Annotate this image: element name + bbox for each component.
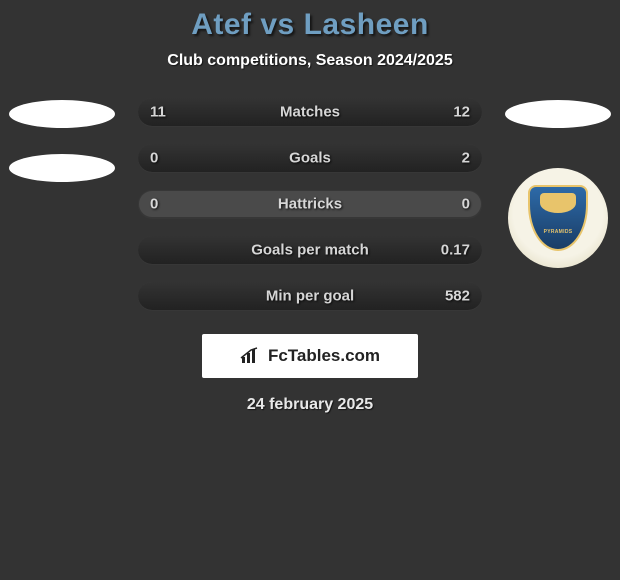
team-right-logo: PYRAMIDS	[508, 168, 608, 268]
page-root: Atef vs Lasheen Club competitions, Seaso…	[0, 0, 620, 580]
stat-value-left: 0	[150, 150, 158, 167]
team-left-placeholder-1	[9, 100, 115, 128]
stat-label: Goals	[289, 150, 331, 167]
page-subtitle: Club competitions, Season 2024/2025	[167, 52, 452, 70]
stat-value-right: 0.17	[441, 242, 470, 259]
stat-value-right: 12	[453, 104, 470, 121]
stat-row: 582 Min per goal	[138, 282, 482, 310]
stat-label: Goals per match	[251, 242, 369, 259]
stat-value-left: 0	[150, 196, 158, 213]
stat-row: 0 0 Hattricks	[138, 190, 482, 218]
site-label: FcTables.com	[268, 346, 380, 366]
compare-area: 11 12 Matches 0 2 Goals 0 0 Hattricks 0.17 Goals p…	[0, 98, 620, 310]
stat-row: 0.17 Goals per match	[138, 236, 482, 264]
stat-value-right: 2	[462, 150, 470, 167]
stat-value-right: 582	[445, 288, 470, 305]
bar-chart-icon	[240, 347, 262, 365]
stats-column: 11 12 Matches 0 2 Goals 0 0 Hattricks 0.17 Goals p…	[138, 98, 482, 310]
stat-row: 0 2 Goals	[138, 144, 482, 172]
stat-row: 11 12 Matches	[138, 98, 482, 126]
stat-label: Min per goal	[266, 288, 354, 305]
stat-label: Hattricks	[278, 196, 342, 213]
pyramids-shield-icon: PYRAMIDS	[528, 185, 588, 251]
site-badge[interactable]: FcTables.com	[202, 334, 418, 378]
stat-value-left: 11	[150, 104, 166, 121]
team-right-placeholder-1	[505, 100, 611, 128]
page-title: Atef vs Lasheen	[191, 8, 429, 42]
team-left-placeholder-2	[9, 154, 115, 182]
team-right-logo-label: PYRAMIDS	[544, 229, 573, 235]
footer-date: 24 february 2025	[247, 396, 373, 414]
left-team-column	[2, 98, 122, 208]
stat-label: Matches	[280, 104, 340, 121]
right-team-column: PYRAMIDS	[498, 98, 618, 268]
stat-value-right: 0	[462, 196, 470, 213]
